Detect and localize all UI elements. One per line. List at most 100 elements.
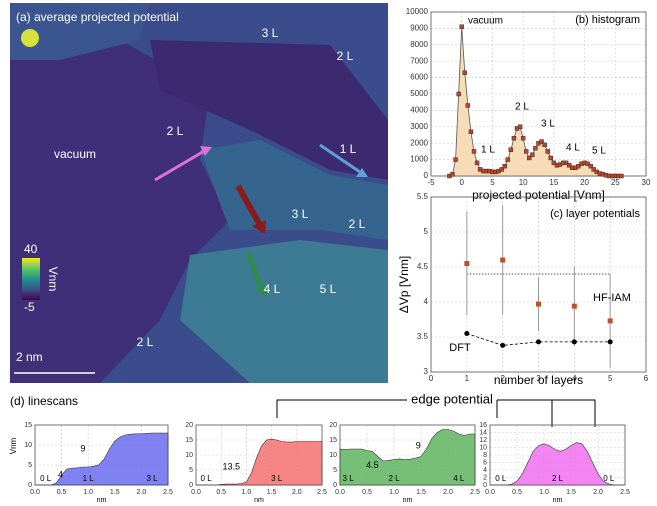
series-label: HF-IAM (593, 292, 631, 304)
x-tick-label: 2 (500, 374, 505, 383)
marker (524, 149, 529, 154)
map-panel: (a) average projected potential 40 -5 Vn… (10, 3, 388, 383)
marker (464, 331, 470, 336)
x-tick-label: 1.5 (267, 489, 277, 496)
bright-spot (21, 29, 39, 47)
x-tick-label: 1.0 (389, 489, 399, 496)
annotation: edge potential (411, 391, 493, 406)
colorbar (22, 258, 40, 300)
marker (500, 257, 506, 263)
y-tick-label: 3.5 (417, 332, 429, 341)
plot-frame (430, 196, 647, 373)
x-tick-label: 1.5 (416, 489, 426, 496)
arrow (319, 143, 361, 174)
layer-label: 1 L (83, 474, 95, 483)
colorbar-max: 40 (24, 242, 38, 256)
x-tick-label: 4 (572, 374, 577, 383)
x-tick-label: 20 (580, 178, 589, 187)
x-tick-label: 3 (536, 374, 541, 383)
marker (462, 70, 467, 75)
y-tick-label: 15 (329, 437, 337, 444)
marker (471, 149, 477, 154)
arrow-head (356, 168, 368, 177)
chart-title: (c) layer potentials (550, 208, 640, 220)
step-label: 13.5 (223, 461, 241, 471)
y-tick-label: 3 (424, 367, 429, 376)
line (466, 333, 611, 346)
x-tick-label: 1.0 (242, 489, 252, 496)
x-axis-label: nm (97, 497, 107, 504)
region-label: 2 L (167, 124, 184, 138)
x-tick-label: 2.5 (163, 489, 173, 496)
chart-title: (b) histogram (575, 14, 640, 26)
layer-label: 4 L (453, 474, 465, 483)
y-tick-label: 5 (333, 467, 337, 474)
x-tick-label: 2.0 (292, 489, 302, 496)
y-tick-label: 15 (185, 437, 193, 444)
x-tick-label: 2.0 (593, 489, 603, 496)
y-tick-label: 20 (185, 422, 193, 429)
x-tick-label: 0.0 (485, 489, 495, 496)
region-label: 2 L (349, 217, 366, 231)
connector (552, 399, 596, 427)
colorbar-unit: Vnm (46, 267, 60, 292)
layer-label: 3 L (271, 474, 283, 483)
y-tick-label: 0 (424, 171, 429, 180)
x-tick-label: 2.5 (317, 489, 327, 496)
x-tick-label: 0.5 (512, 489, 522, 496)
x-tick-label: 0 (429, 374, 434, 383)
x-tick-label: -5 (427, 178, 435, 187)
region-label: 5 L (320, 282, 337, 296)
arrow (154, 148, 207, 182)
arrows (154, 143, 368, 299)
marker (450, 172, 455, 177)
x-axis-label: number of layers (494, 373, 583, 387)
layer-label: 0 L (201, 474, 213, 483)
vacuum-region (10, 40, 230, 383)
marker (607, 318, 613, 324)
x-tick-label: 1.0 (539, 489, 549, 496)
area (339, 429, 476, 486)
peak-label: 4 L (566, 143, 580, 154)
y-tick-label: 0 (333, 482, 337, 489)
marker (539, 139, 544, 144)
marker (464, 261, 470, 266)
connector (497, 399, 553, 427)
area (490, 442, 625, 486)
marker (542, 142, 547, 148)
marker (468, 129, 474, 134)
region-label: 4 L (264, 282, 281, 296)
marker (456, 91, 461, 97)
arrow (235, 184, 263, 227)
x-axis-label: projected potential [Vnm] (472, 188, 605, 202)
x-tick-label: 0 (459, 178, 464, 187)
x-tick-label: 2.0 (443, 489, 453, 496)
marker (517, 124, 523, 130)
y-tick-label: 6000 (410, 73, 428, 82)
x-tick-label: 2.0 (137, 489, 147, 496)
y-tick-label: 4000 (410, 106, 428, 115)
y-tick-label: 10 (329, 452, 337, 459)
marker (520, 136, 526, 141)
connector (276, 399, 407, 418)
marker (536, 339, 541, 345)
x-axis-label: nm (553, 497, 563, 504)
marker (571, 303, 577, 309)
arrow-head (255, 285, 270, 299)
marker (571, 339, 577, 345)
marker (533, 145, 538, 151)
region (200, 140, 388, 240)
y-tick-label: 10000 (406, 7, 429, 16)
y-tick-label: 9000 (410, 24, 428, 33)
x-tick-label: 1 (465, 374, 470, 383)
step-label: 4 (58, 469, 63, 479)
x-tick-label: 1.0 (83, 489, 93, 496)
y-tick-label: 8 (483, 452, 487, 459)
y-tick-label: 5000 (410, 89, 428, 98)
marker (527, 155, 532, 161)
step-label: 9 (80, 443, 85, 453)
x-tick-label: 5 (490, 178, 495, 187)
marker (499, 167, 504, 172)
y-tick-label: 6 (483, 459, 487, 466)
